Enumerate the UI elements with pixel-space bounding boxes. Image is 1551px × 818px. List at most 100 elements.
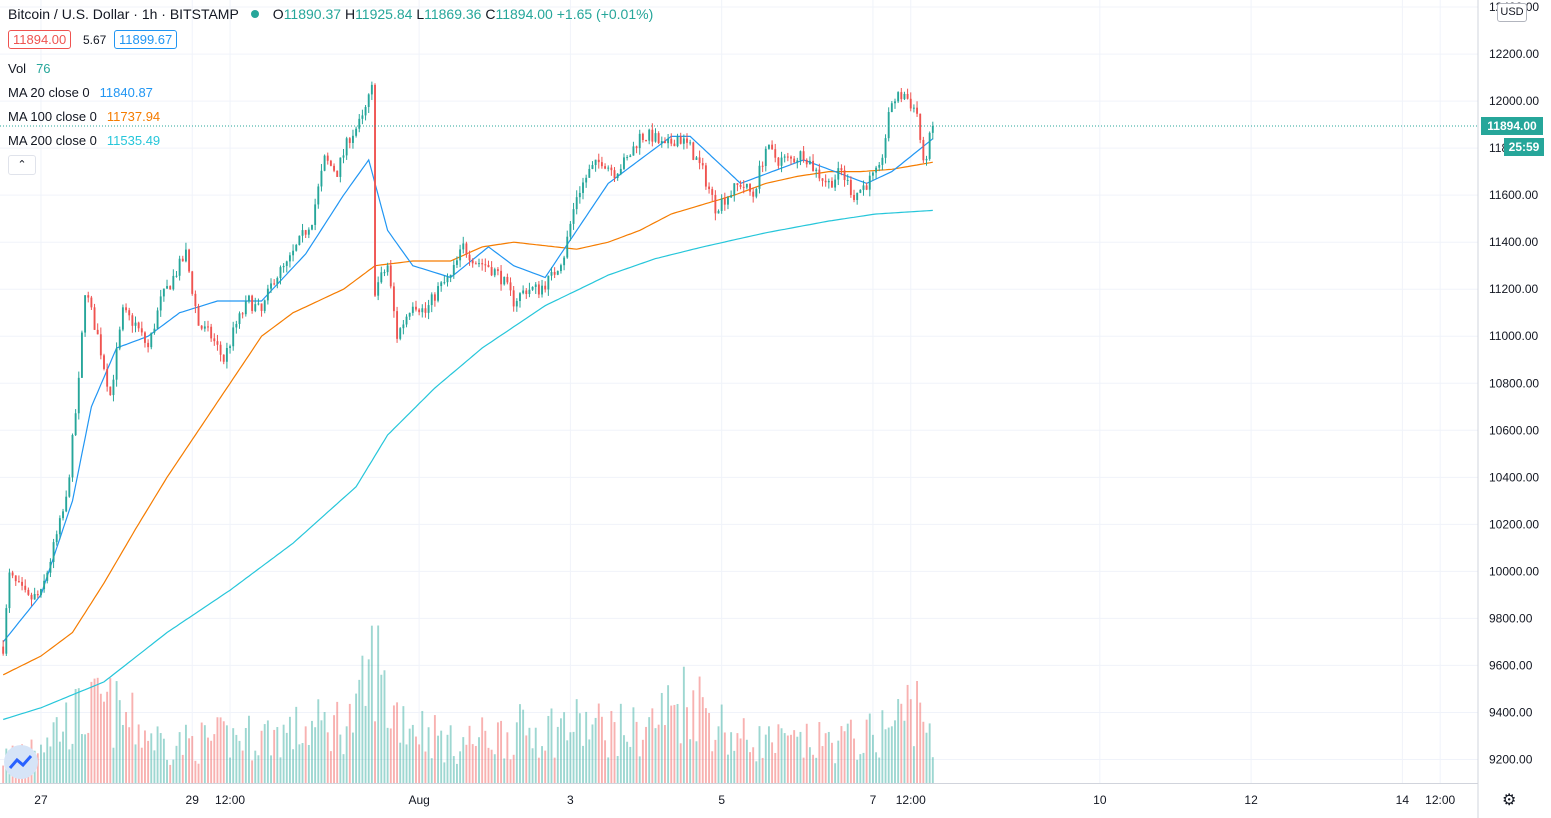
volume-bar xyxy=(544,750,547,783)
y-tick-label: 12200.00 xyxy=(1489,47,1539,61)
volume-bar xyxy=(660,692,663,783)
volume-bar xyxy=(440,730,443,783)
volume-bar xyxy=(370,625,373,783)
volume-bar xyxy=(317,699,320,783)
candle-body xyxy=(906,93,909,99)
candle-body xyxy=(626,157,629,159)
volume-bar xyxy=(96,677,99,783)
volume-bar xyxy=(43,752,46,783)
ma100-indicator-label[interactable]: MA 100 close 0 11737.94 xyxy=(8,109,161,124)
candle-body xyxy=(348,138,351,143)
volume-bar xyxy=(764,734,767,783)
candle-body xyxy=(894,101,896,104)
volume-bar xyxy=(525,735,528,783)
tradingview-logo-icon[interactable] xyxy=(4,745,38,779)
candle-body xyxy=(411,306,414,313)
candle-body xyxy=(799,151,802,161)
volume-indicator-label[interactable]: Vol 76 xyxy=(8,61,51,76)
candle-body xyxy=(686,138,688,143)
candle-body xyxy=(342,155,345,158)
volume-bar xyxy=(314,727,317,783)
candle-body xyxy=(380,272,383,283)
candle-body xyxy=(452,264,455,275)
candle-body xyxy=(30,594,33,600)
volume-bar xyxy=(834,763,837,783)
candle-body xyxy=(459,249,462,261)
candle-body xyxy=(853,194,855,200)
volume-bar xyxy=(260,730,263,783)
candle-body xyxy=(440,282,443,287)
ma20-indicator-label[interactable]: MA 20 close 0 11840.87 xyxy=(8,85,153,100)
candle-body xyxy=(317,186,320,205)
candle-body xyxy=(481,263,484,265)
candle-body xyxy=(118,329,121,349)
volume-bar xyxy=(301,743,304,783)
volume-bar xyxy=(128,727,131,783)
gear-icon[interactable]: ⚙ xyxy=(1502,792,1517,809)
volume-bar xyxy=(238,740,241,783)
volume-bar xyxy=(84,734,87,783)
candle-body xyxy=(629,155,632,158)
candle-body xyxy=(329,160,332,166)
volume-bar xyxy=(62,731,64,783)
candle-body xyxy=(692,142,695,160)
volume-bar xyxy=(692,690,695,783)
buy-price-button[interactable]: 11899.67 xyxy=(114,30,178,49)
volume-bar xyxy=(449,725,452,783)
candle-body xyxy=(875,167,878,173)
volume-bar xyxy=(55,717,58,783)
candle-body xyxy=(125,307,128,311)
x-tick-label: Aug xyxy=(408,793,429,807)
chevron-up-icon[interactable]: ⌃ xyxy=(8,155,36,175)
candle-body xyxy=(144,332,146,343)
volume-bar xyxy=(887,727,890,783)
symbol-title[interactable]: Bitcoin / U.S. Dollar · 1h · BITSTAMP O11… xyxy=(8,6,654,22)
candle-body xyxy=(547,275,550,290)
candle-body xyxy=(632,146,635,156)
volume-bar xyxy=(651,708,654,783)
x-tick-label: 5 xyxy=(718,793,725,807)
volume-bar xyxy=(802,757,805,783)
volume-bar xyxy=(172,759,175,783)
candle-body xyxy=(827,180,830,183)
volume-bar xyxy=(761,757,764,783)
candle-body xyxy=(301,230,304,236)
volume-bar xyxy=(207,737,209,783)
volume-bar xyxy=(352,732,354,783)
volume-bar xyxy=(799,731,802,783)
x-tick-label: 12:00 xyxy=(896,793,926,807)
volume-bar xyxy=(405,744,408,783)
candle-body xyxy=(14,575,17,582)
volume-bar xyxy=(679,743,682,783)
volume-bar xyxy=(906,684,909,783)
candle-body xyxy=(793,158,796,163)
volume-bar xyxy=(276,727,279,783)
candle-body xyxy=(175,275,178,277)
candle-body xyxy=(771,144,774,150)
volume-bar xyxy=(868,713,871,783)
volume-bar xyxy=(843,731,846,783)
candle-body xyxy=(840,168,843,171)
candle-body xyxy=(897,92,900,102)
volume-bar xyxy=(263,724,266,783)
ma200-indicator-label[interactable]: MA 200 close 0 11535.49 xyxy=(8,133,161,148)
candle-body xyxy=(11,572,14,576)
candle-body xyxy=(591,165,594,169)
volume-bar xyxy=(566,740,569,783)
candle-body xyxy=(730,195,733,198)
candle-body xyxy=(238,313,241,324)
candle-body xyxy=(922,139,925,161)
volume-bar xyxy=(46,737,49,783)
y-tick-label: 11400.00 xyxy=(1489,235,1538,249)
candle-body xyxy=(251,295,254,311)
chart-grid xyxy=(0,0,1478,783)
y-tick-label: 9200.00 xyxy=(1489,752,1533,766)
candle-body xyxy=(657,133,660,144)
volume-bar xyxy=(727,754,729,783)
volume-bar xyxy=(251,760,254,783)
volume-bar xyxy=(197,763,200,783)
sell-price-button[interactable]: 11894.00 xyxy=(8,30,72,49)
currency-button[interactable]: USD xyxy=(1497,3,1527,22)
y-tick-label: 11000.00 xyxy=(1489,329,1538,343)
